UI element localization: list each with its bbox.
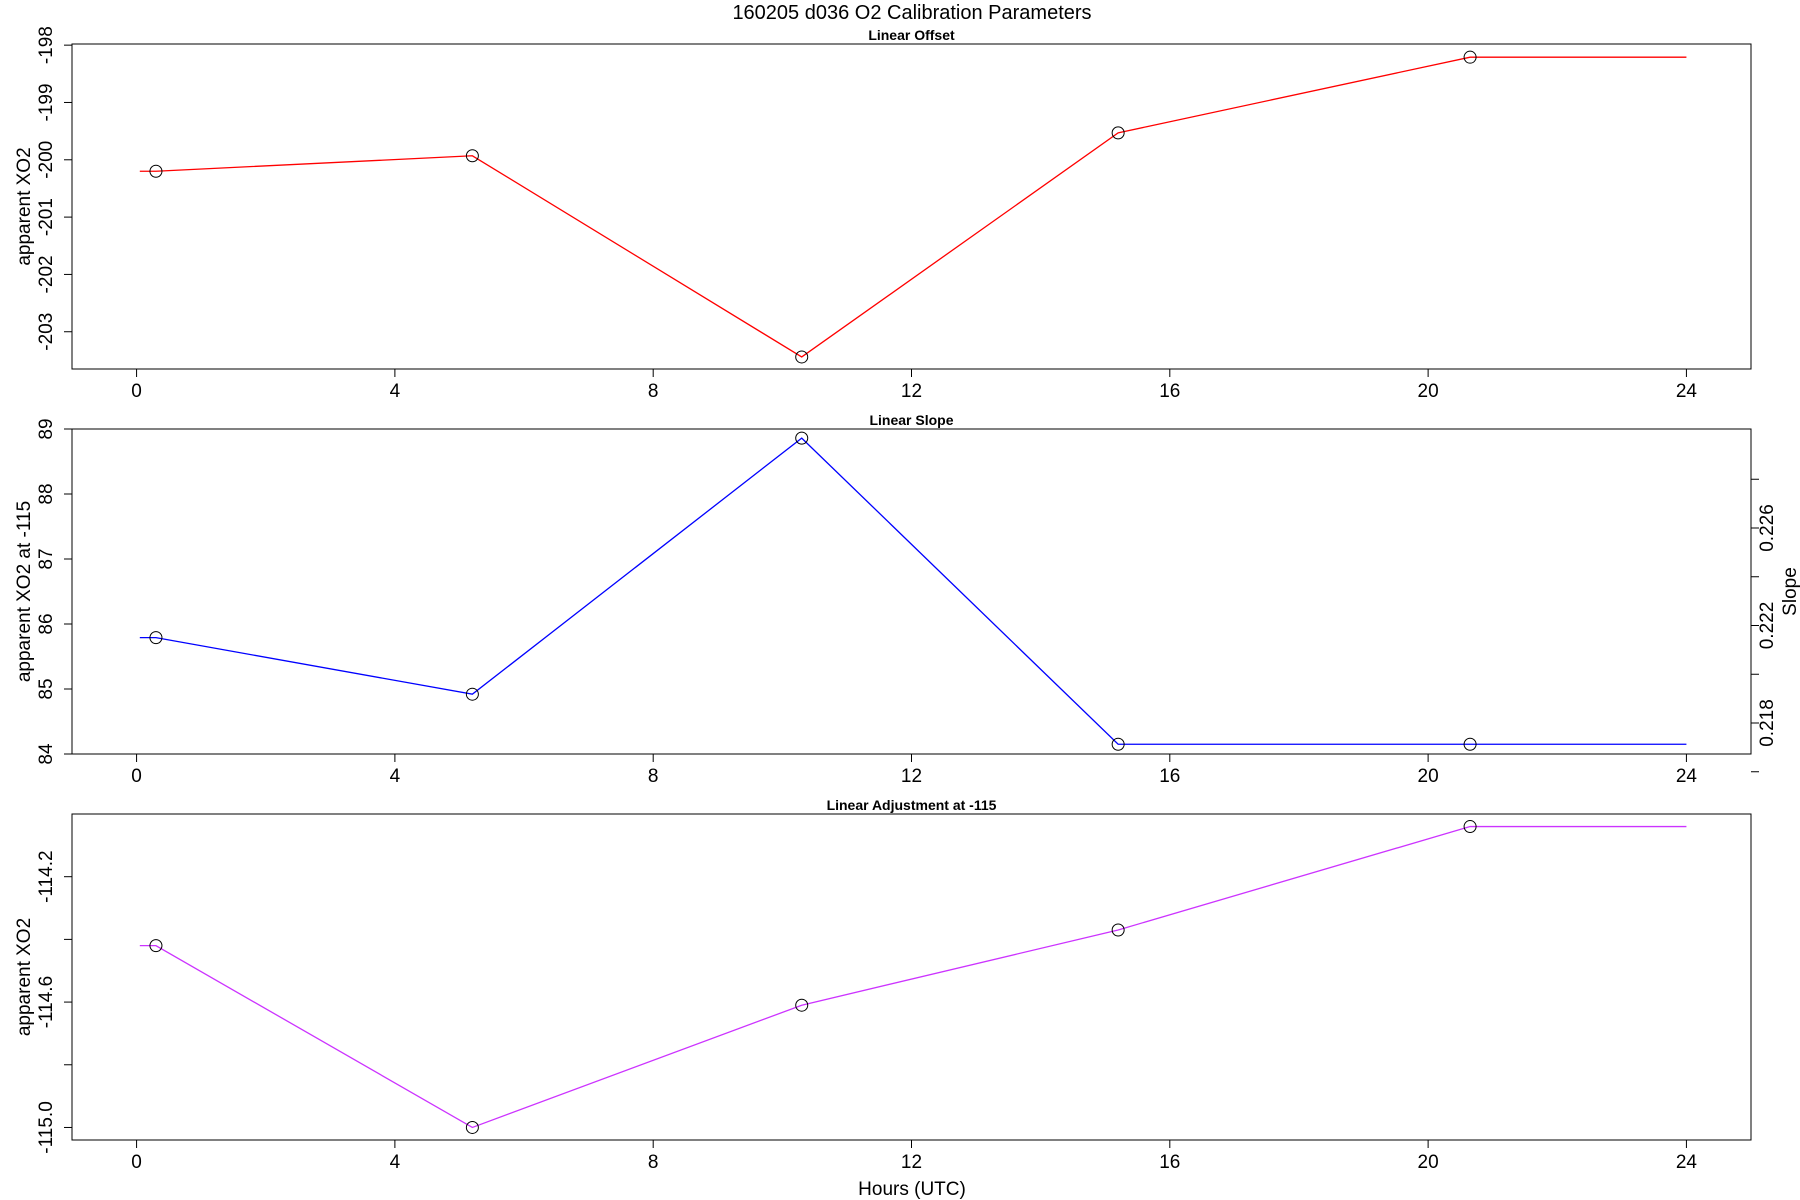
data-point [1111, 126, 1125, 140]
y-tick-label: -202 [36, 255, 57, 293]
y2-tick-label: 0.218 [1757, 699, 1778, 747]
x-tick-label: 24 [1676, 1152, 1698, 1173]
data-point [1111, 923, 1125, 937]
data-point [149, 164, 163, 178]
data-point [795, 350, 809, 364]
x-tick-label: 24 [1676, 381, 1698, 402]
x-tick-label: 4 [390, 766, 401, 787]
data-point [1463, 737, 1477, 751]
y-tick-label: -114.2 [36, 850, 57, 902]
y-tick-label: -201 [36, 198, 57, 236]
y-axis-label: apparent XO2 [14, 918, 35, 1036]
x-tick-label: 20 [1418, 1152, 1439, 1173]
data-point [149, 939, 163, 953]
panel-linear-adjustment: Linear Adjustment at -115 0 4 8 12 16 20 24 -115… [14, 797, 1752, 1173]
data-point [1463, 820, 1477, 834]
x-axis-label: Hours (UTC) [858, 1179, 966, 1200]
y-tick-label: -203 [36, 313, 57, 351]
y-axis-label: apparent XO2 at -115 [14, 501, 35, 682]
y-tick-label: 84 [36, 743, 57, 765]
x-tick-label: 20 [1418, 381, 1439, 402]
y-tick-label: -115.0 [36, 1101, 57, 1153]
data-point [149, 631, 163, 645]
x-tick-label: 0 [131, 1152, 142, 1173]
y-tick-label: 88 [36, 483, 57, 504]
y2-tick-label: 0.226 [1757, 504, 1778, 552]
x-tick-label: 12 [901, 1152, 922, 1173]
y-tick-label: 89 [36, 418, 57, 439]
data-point [465, 149, 479, 163]
y-tick-label: -199 [36, 83, 57, 121]
x-tick-label: 8 [648, 1152, 659, 1173]
x-tick-label: 0 [131, 381, 142, 402]
x-tick-label: 4 [390, 1152, 401, 1173]
x-tick-label: 0 [131, 766, 142, 787]
x-tick-label: 16 [1159, 381, 1180, 402]
panel-title: Linear Offset [868, 27, 955, 43]
figure-title: 160205 d036 O2 Calibration Parameters [732, 2, 1091, 24]
y-tick-label: -200 [36, 141, 57, 179]
y2-axis-label: Slope [1780, 567, 1800, 616]
x-tick-label: 8 [648, 381, 659, 402]
data-point [795, 431, 809, 445]
series-line [139, 825, 1687, 1129]
data-point [465, 1120, 479, 1134]
x-tick-label: 24 [1676, 766, 1698, 787]
series-line [139, 56, 1687, 358]
y-tick-label: 86 [36, 613, 57, 634]
y-tick-label: 85 [36, 678, 57, 699]
y-tick-label: -114.6 [36, 976, 57, 1028]
y-axis-label: apparent XO2 [14, 147, 35, 265]
data-point [465, 687, 479, 701]
x-tick-label: 8 [648, 766, 659, 787]
data-point [1111, 737, 1125, 751]
panel-title: Linear Adjustment at -115 [827, 797, 997, 813]
y2-tick-label: 0.222 [1757, 602, 1778, 650]
x-tick-label: 12 [901, 381, 922, 402]
x-tick-label: 16 [1159, 766, 1180, 787]
series-line [139, 437, 1687, 745]
x-tick-label: 12 [901, 766, 922, 787]
panel-linear-slope: Linear Slope 0 4 8 12 16 20 24 84 85 86 87 88 89 appar… [14, 412, 1800, 787]
panel-linear-offset: Linear Offset 0 4 8 12 16 20 24 -203 -202 -201 -200… [14, 26, 1752, 402]
x-tick-label: 4 [390, 381, 401, 402]
x-tick-label: 16 [1159, 1152, 1180, 1173]
y-tick-label: -198 [36, 26, 57, 64]
x-tick-label: 20 [1418, 766, 1439, 787]
panel-title: Linear Slope [869, 412, 953, 428]
y-tick-label: 87 [36, 548, 57, 569]
data-point [795, 998, 809, 1012]
data-point [1463, 50, 1477, 64]
